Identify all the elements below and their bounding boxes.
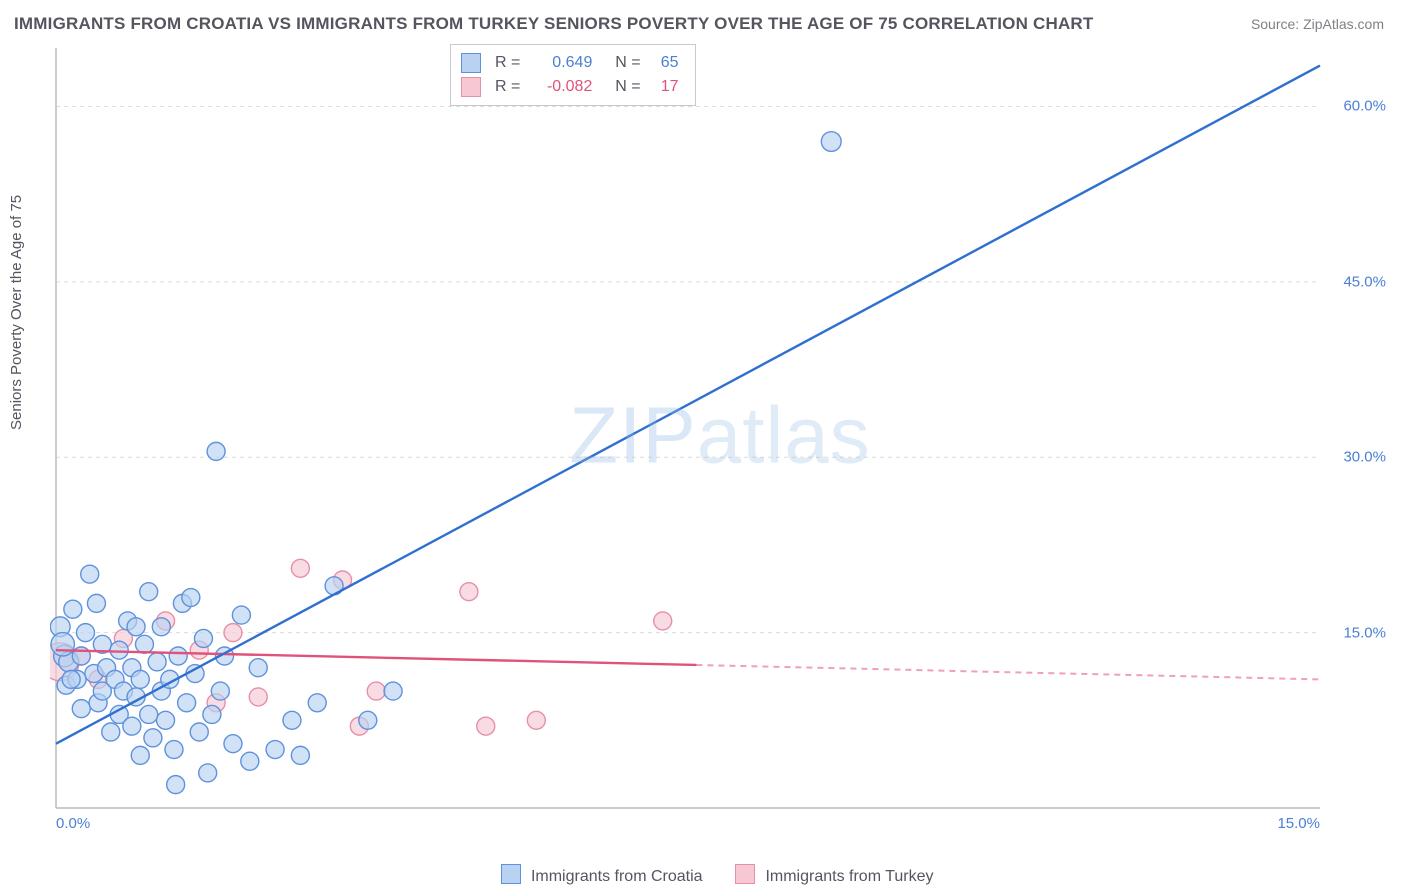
y-tick-label: 45.0% bbox=[1343, 273, 1386, 290]
y-tick-label: 60.0% bbox=[1343, 98, 1386, 115]
scatter-chart: ZIPatlas 15.0%30.0%45.0%60.0% 0.0%15.0% bbox=[50, 40, 1390, 840]
x-tick-label: 15.0% bbox=[1277, 815, 1320, 832]
legend-swatch-croatia-icon bbox=[501, 864, 521, 884]
stat-n-label: N = bbox=[606, 75, 640, 99]
source-attribution: Source: ZipAtlas.com bbox=[1251, 16, 1384, 32]
chart-svg bbox=[50, 40, 1390, 840]
stat-r-value-turkey: -0.082 bbox=[530, 75, 592, 99]
stats-legend: R = 0.649 N = 65 R = -0.082 N = 17 bbox=[450, 44, 696, 106]
source-label: Source: bbox=[1251, 16, 1299, 32]
stat-n-value-turkey: 17 bbox=[651, 75, 679, 99]
swatch-turkey-icon bbox=[461, 77, 481, 97]
y-axis-label: Seniors Poverty Over the Age of 75 bbox=[8, 195, 25, 430]
legend-label-croatia: Immigrants from Croatia bbox=[531, 868, 703, 885]
stats-row-croatia: R = 0.649 N = 65 bbox=[461, 51, 679, 75]
stat-r-value-croatia: 0.649 bbox=[530, 51, 592, 75]
chart-title: IMMIGRANTS FROM CROATIA VS IMMIGRANTS FR… bbox=[14, 14, 1093, 34]
footer-legend: Immigrants from Croatia Immigrants from … bbox=[0, 864, 1406, 886]
y-tick-label: 15.0% bbox=[1343, 624, 1386, 641]
stat-r-label: R = bbox=[495, 75, 520, 99]
stats-row-turkey: R = -0.082 N = 17 bbox=[461, 75, 679, 99]
legend-label-turkey: Immigrants from Turkey bbox=[765, 868, 933, 885]
stat-r-label: R = bbox=[495, 51, 520, 75]
source-value: ZipAtlas.com bbox=[1303, 16, 1384, 32]
swatch-croatia-icon bbox=[461, 53, 481, 73]
y-tick-label: 30.0% bbox=[1343, 449, 1386, 466]
stat-n-value-croatia: 65 bbox=[651, 51, 679, 75]
x-tick-label: 0.0% bbox=[56, 815, 90, 832]
stat-n-label: N = bbox=[606, 51, 640, 75]
legend-swatch-turkey-icon bbox=[735, 864, 755, 884]
